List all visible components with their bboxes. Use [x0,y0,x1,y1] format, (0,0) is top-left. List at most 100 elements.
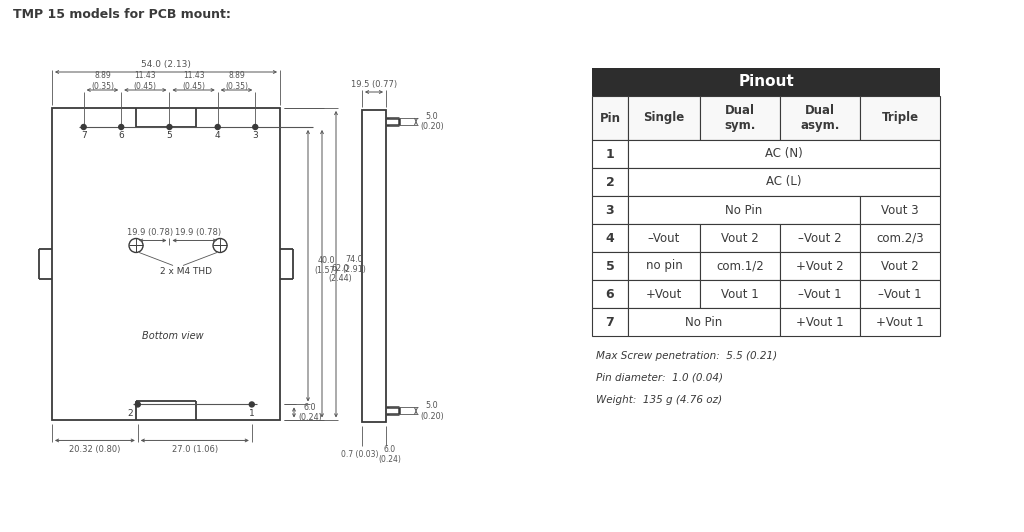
Bar [592,196,628,224]
Text: 6: 6 [119,131,124,140]
Bar [860,196,940,224]
Text: Vout 2: Vout 2 [721,231,759,245]
Text: 19.5 (0.77): 19.5 (0.77) [351,80,397,89]
Circle shape [135,402,140,407]
Bar [628,196,860,224]
Text: 11.43
(0.45): 11.43 (0.45) [134,71,157,90]
Bar [860,252,940,280]
Text: 62.0
(2.44): 62.0 (2.44) [328,264,352,284]
Bar [592,280,628,308]
Text: 8.89
(0.35): 8.89 (0.35) [225,71,248,90]
Text: 5: 5 [167,131,172,140]
Bar [52,108,280,420]
Bar [628,96,700,140]
Bar [628,280,700,308]
Text: –Vout 2: –Vout 2 [798,231,842,245]
Text: 2: 2 [127,409,133,418]
Bar [628,224,700,252]
Bar [592,168,628,196]
Bar [362,110,386,422]
Text: +Vout 2: +Vout 2 [797,260,844,272]
Text: Max Screw penetration:  5.5 (0.21): Max Screw penetration: 5.5 (0.21) [596,351,777,361]
Text: 6: 6 [605,287,614,301]
Bar [628,168,940,196]
Text: 11.43
(0.45): 11.43 (0.45) [182,71,205,90]
Text: –Vout 1: –Vout 1 [798,287,842,301]
Bar [592,68,940,96]
Text: com.2/3: com.2/3 [877,231,924,245]
Text: Dual
sym.: Dual sym. [724,104,756,132]
Text: 6.0
(0.24): 6.0 (0.24) [298,403,322,422]
Text: –Vout: –Vout [648,231,680,245]
Bar [628,252,700,280]
Text: no pin: no pin [645,260,682,272]
Circle shape [119,124,124,129]
Text: 5: 5 [605,260,614,272]
Bar [700,96,780,140]
Text: com.1/2: com.1/2 [716,260,764,272]
Bar [860,96,940,140]
Text: Vout 1: Vout 1 [721,287,759,301]
Text: 3: 3 [605,204,614,217]
Text: No Pin: No Pin [685,315,723,328]
Text: +Vout: +Vout [646,287,682,301]
Text: 4: 4 [215,131,220,140]
Text: Pinout: Pinout [738,74,794,89]
Circle shape [167,124,172,129]
Text: 27.0 (1.06): 27.0 (1.06) [172,445,218,454]
Text: +Vout 1: +Vout 1 [797,315,844,328]
Bar [780,96,860,140]
Bar [860,224,940,252]
Text: AC (L): AC (L) [766,176,802,188]
Text: Triple: Triple [882,112,919,124]
Text: 3: 3 [252,131,258,140]
Text: –Vout 1: –Vout 1 [879,287,922,301]
Bar [592,252,628,280]
Text: 8.89
(0.35): 8.89 (0.35) [91,71,114,90]
Text: Vout 2: Vout 2 [881,260,919,272]
Text: 7: 7 [605,315,614,328]
Bar [700,252,780,280]
Text: 0.7 (0.03): 0.7 (0.03) [341,450,379,459]
Text: 19.9 (0.78): 19.9 (0.78) [127,228,173,237]
Bar [860,280,940,308]
Bar [592,308,628,336]
Bar [592,224,628,252]
Circle shape [215,124,220,129]
Text: 54.0 (2.13): 54.0 (2.13) [141,61,190,70]
Text: 20.32 (0.80): 20.32 (0.80) [70,445,121,454]
Text: 6.0
(0.24): 6.0 (0.24) [379,445,401,464]
Bar [780,252,860,280]
Text: 7: 7 [81,131,87,140]
Bar [628,140,940,168]
Text: 74.0
(2.91): 74.0 (2.91) [342,254,366,274]
Circle shape [253,124,258,129]
Text: 1: 1 [605,147,614,161]
Bar [780,224,860,252]
Text: Dual
asym.: Dual asym. [801,104,840,132]
Text: AC (N): AC (N) [765,147,803,161]
Bar [592,96,628,140]
Text: 5.0
(0.20): 5.0 (0.20) [420,112,443,131]
Circle shape [249,402,254,407]
Bar [780,280,860,308]
Text: 1: 1 [249,409,255,418]
Text: 19.9 (0.78): 19.9 (0.78) [175,228,221,237]
Text: 4: 4 [605,231,614,245]
Text: Vout 3: Vout 3 [882,204,919,217]
Text: 2: 2 [605,176,614,188]
Text: TMP 15 models for PCB mount:: TMP 15 models for PCB mount: [13,7,230,21]
Text: 40.0
(1.57): 40.0 (1.57) [314,256,338,276]
Text: Pin diameter:  1.0 (0.04): Pin diameter: 1.0 (0.04) [596,373,723,383]
Text: Bottom view: Bottom view [142,331,204,341]
Bar [780,308,860,336]
Text: 2 x M4 THD: 2 x M4 THD [160,267,212,276]
Bar [860,308,940,336]
Bar [628,308,780,336]
Text: No Pin: No Pin [725,204,763,217]
Text: +Vout 1: +Vout 1 [877,315,924,328]
Text: Weight:  135 g (4.76 oz): Weight: 135 g (4.76 oz) [596,395,722,405]
Text: Single: Single [643,112,685,124]
Circle shape [81,124,86,129]
Bar [700,224,780,252]
